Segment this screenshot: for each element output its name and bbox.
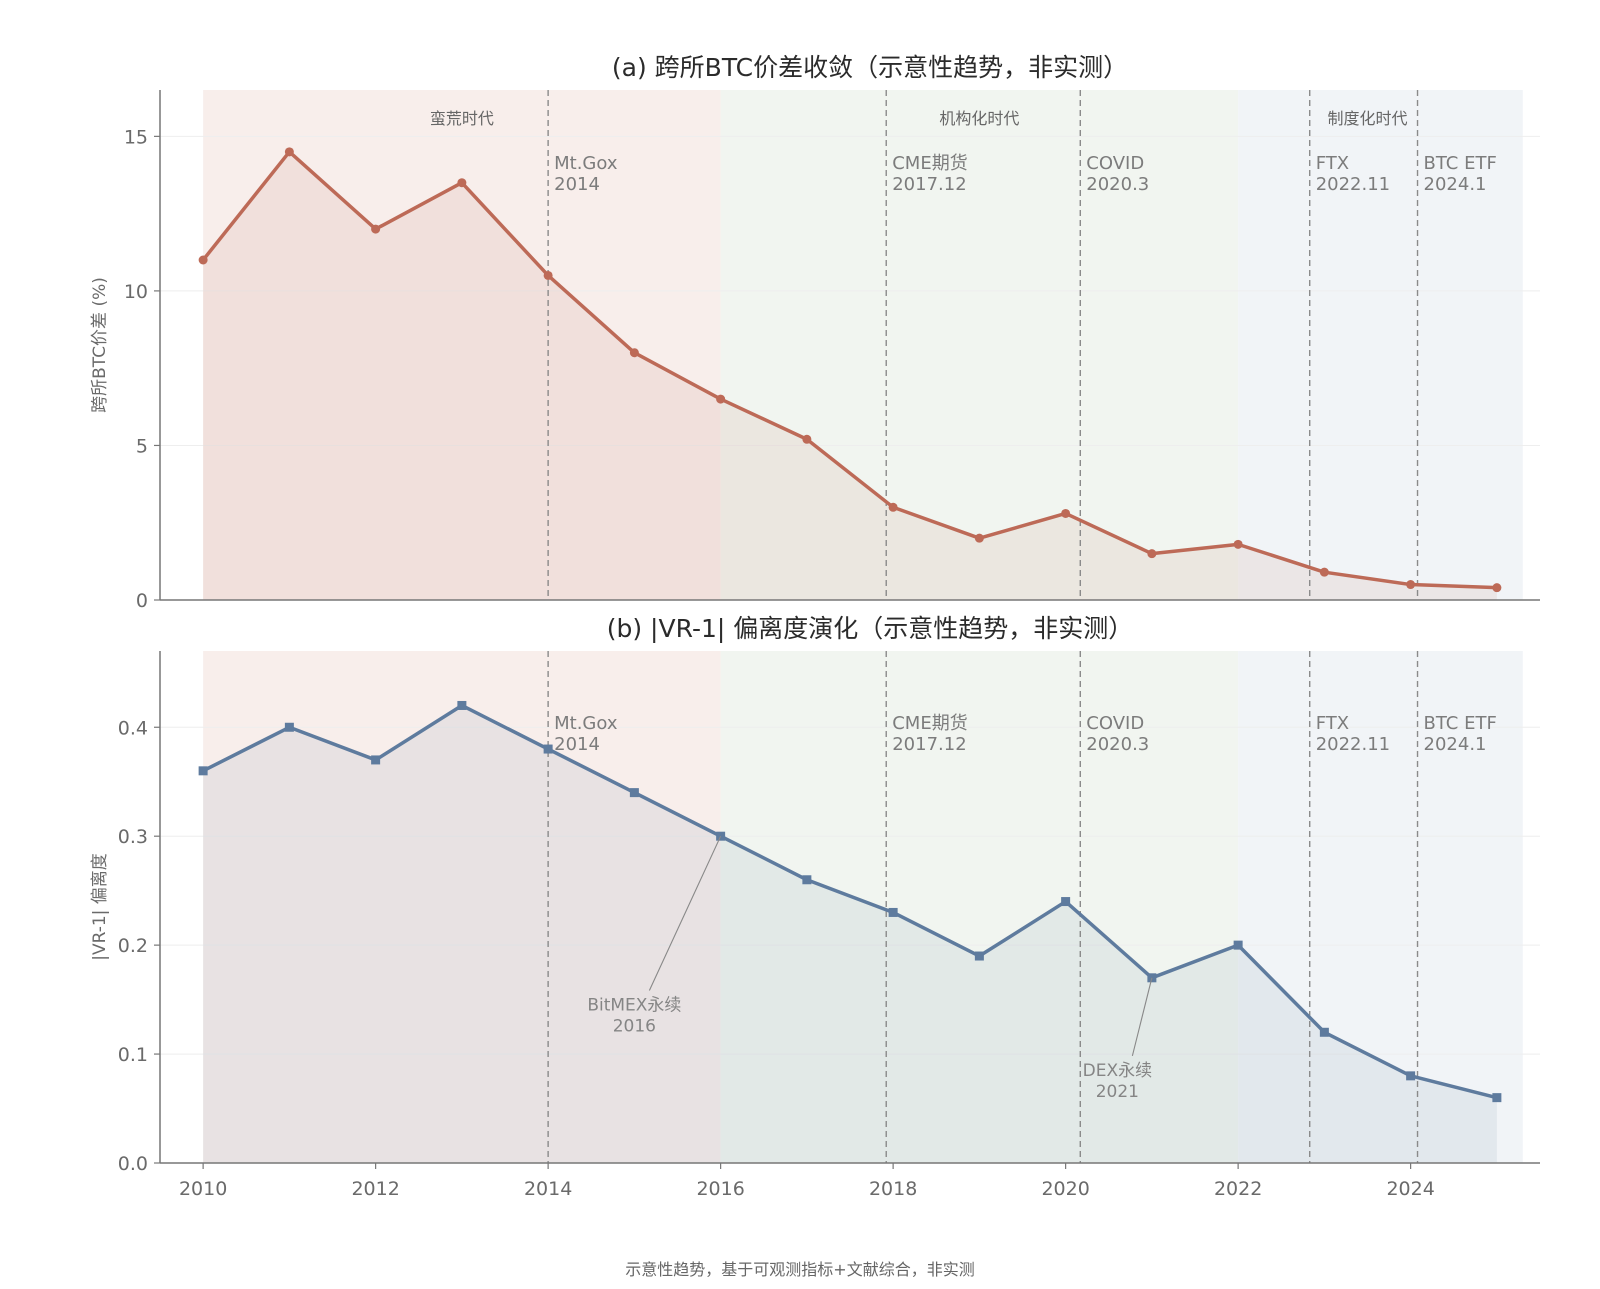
event-date: 2022.11	[1316, 734, 1390, 755]
era-label: 制度化时代	[1327, 109, 1407, 128]
series-area	[203, 705, 1497, 1163]
data-point	[1061, 508, 1071, 518]
y-axis-label: |VR-1| 偏离度	[90, 853, 110, 961]
data-point	[1492, 1093, 1502, 1103]
data-point	[888, 907, 898, 917]
era-band	[203, 90, 721, 600]
data-point	[974, 951, 984, 961]
era-band	[1238, 90, 1523, 600]
y-tick-label: 0.4	[118, 717, 148, 739]
data-point	[1061, 897, 1071, 907]
data-point	[1147, 549, 1157, 559]
data-point	[802, 875, 812, 885]
data-point	[802, 434, 812, 444]
data-point	[1319, 567, 1329, 577]
y-tick-label: 0.2	[118, 935, 148, 957]
y-tick-label: 10	[124, 281, 148, 303]
data-point	[284, 722, 294, 732]
event-label: CME期货	[892, 153, 967, 174]
data-point	[629, 788, 639, 798]
era-label: 机构化时代	[939, 109, 1019, 128]
y-tick-label: 0.3	[118, 826, 148, 848]
event-label: BTC ETF	[1424, 153, 1497, 174]
data-point	[371, 224, 381, 234]
x-tick-label: 2010	[179, 1178, 227, 1200]
event-label: COVID	[1086, 713, 1144, 734]
data-point	[1233, 539, 1243, 549]
y-axis-label: 跨所BTC价差 (%)	[90, 277, 110, 413]
data-point	[1492, 583, 1502, 593]
x-tick-label: 2012	[351, 1178, 399, 1200]
y-tick-label: 0	[136, 590, 148, 612]
annotation-date: 2016	[613, 1016, 656, 1036]
x-tick-label: 2018	[869, 1178, 917, 1200]
annotation-arrow	[1131, 977, 1153, 1056]
event-label: FTX	[1316, 153, 1349, 174]
era-band	[720, 651, 1239, 1163]
footnote: 示意性趋势，基于可观测指标+文献综合，非实测	[625, 1260, 974, 1279]
event-label: Mt.Gox	[554, 713, 618, 734]
panel-b-vr-chart: Mt.Gox2014CME期货2017.12COVID2020.3FTX2022…	[90, 614, 1540, 1200]
event-date: 2014	[554, 734, 600, 755]
event-date: 2020.3	[1086, 734, 1149, 755]
data-point	[1406, 1071, 1416, 1081]
data-point	[1233, 940, 1243, 950]
chart-title: (b) |VR-1| 偏离度演化（示意性趋势，非实测）	[607, 614, 1134, 643]
y-tick-label: 0.0	[118, 1153, 148, 1175]
data-point	[457, 700, 467, 710]
data-point	[457, 178, 467, 188]
series-area	[203, 151, 1497, 600]
era-label: 蛮荒时代	[430, 109, 494, 128]
x-tick-label: 2014	[524, 1178, 572, 1200]
annotation-label: BitMEX永续	[587, 995, 681, 1015]
annotation-arrow	[648, 835, 722, 991]
data-point	[629, 348, 639, 358]
era-band	[203, 651, 721, 1163]
event-label: Mt.Gox	[554, 153, 618, 174]
event-label: COVID	[1086, 153, 1144, 174]
event-label: CME期货	[892, 713, 967, 734]
y-tick-label: 5	[136, 435, 148, 457]
x-tick-label: 2020	[1041, 1178, 1089, 1200]
data-point	[716, 394, 726, 404]
x-tick-label: 2022	[1214, 1178, 1262, 1200]
event-date: 2017.12	[892, 734, 966, 755]
chart-title: (a) 跨所BTC价差收敛（示意性趋势，非实测）	[612, 53, 1128, 82]
annotation-label: DEX永续	[1083, 1061, 1152, 1081]
data-point	[198, 255, 208, 265]
era-band	[1238, 651, 1523, 1163]
data-point	[1319, 1027, 1329, 1037]
data-point	[198, 766, 208, 776]
y-tick-label: 15	[124, 126, 148, 148]
data-point	[888, 502, 898, 512]
data-point	[371, 755, 381, 765]
x-tick-label: 2016	[696, 1178, 744, 1200]
event-date: 2014	[554, 174, 600, 195]
event-date: 2017.12	[892, 174, 966, 195]
event-date: 2024.1	[1424, 174, 1487, 195]
y-tick-label: 0.1	[118, 1044, 148, 1066]
data-point	[1406, 580, 1416, 590]
data-point	[284, 147, 294, 157]
data-point	[543, 744, 553, 754]
annotation-date: 2021	[1096, 1082, 1139, 1102]
data-point	[543, 270, 553, 280]
x-tick-label: 2024	[1386, 1178, 1434, 1200]
series-line	[202, 703, 1498, 1100]
event-label: BTC ETF	[1424, 713, 1497, 734]
event-date: 2022.11	[1316, 174, 1390, 195]
series-line	[201, 150, 1497, 590]
event-date: 2024.1	[1424, 734, 1487, 755]
data-point	[974, 533, 984, 543]
event-label: FTX	[1316, 713, 1349, 734]
event-date: 2020.3	[1086, 174, 1149, 195]
era-band	[720, 90, 1239, 600]
